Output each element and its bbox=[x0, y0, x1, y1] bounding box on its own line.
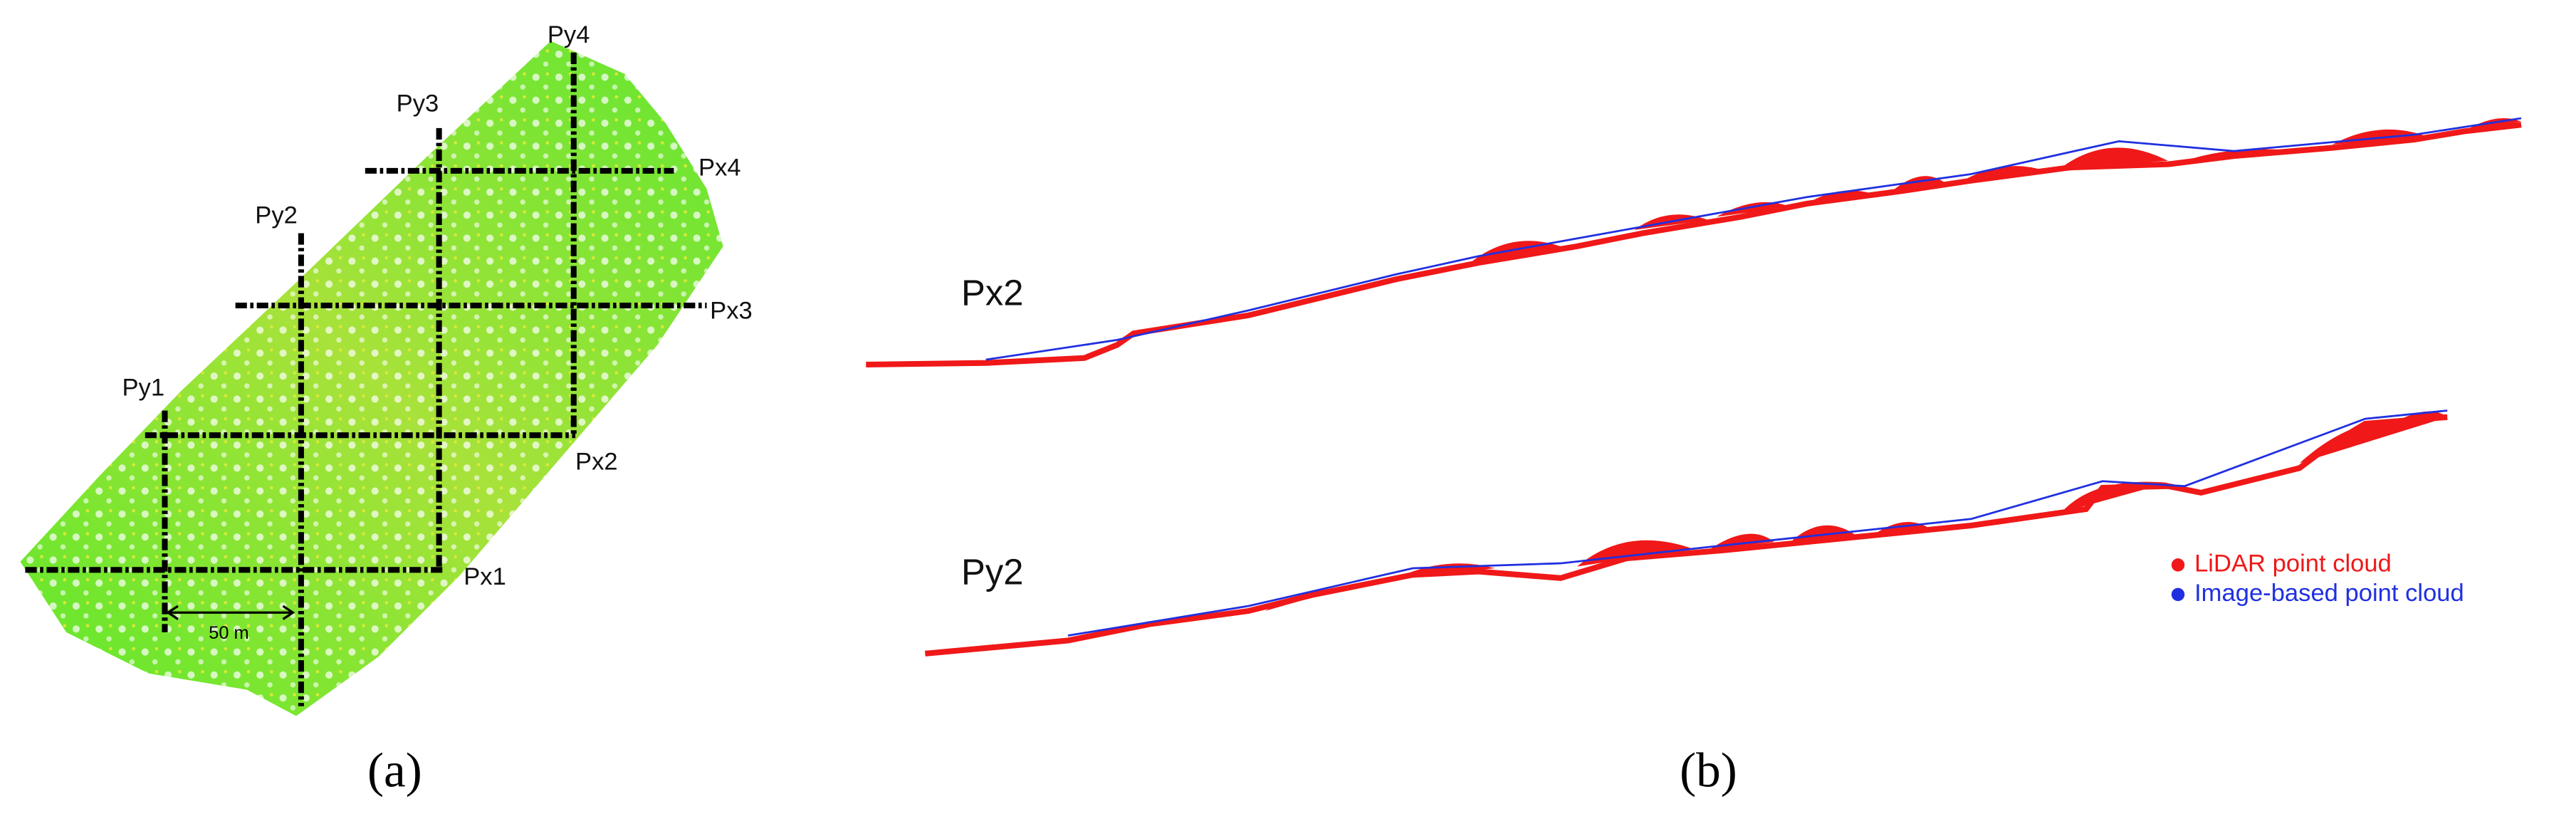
profile-label: Py1 bbox=[122, 375, 165, 402]
arrow-head bbox=[282, 605, 295, 620]
profile-label: Px2 bbox=[575, 449, 618, 476]
image-surface bbox=[1067, 409, 2448, 637]
profile-label: Py3 bbox=[397, 90, 439, 117]
profile-lines bbox=[25, 52, 707, 706]
scale-label: 50 m bbox=[209, 623, 248, 643]
profile-label: Py2 bbox=[255, 202, 298, 229]
lidar-ground bbox=[924, 414, 2448, 657]
image-profile bbox=[985, 117, 2522, 637]
legend-marker bbox=[2171, 587, 2185, 602]
legend-label: Image-based point cloud bbox=[2194, 580, 2464, 607]
scale-bar bbox=[166, 605, 295, 620]
legend-marker bbox=[2171, 558, 2185, 572]
caption: (a) bbox=[367, 742, 422, 797]
arrow-head bbox=[166, 605, 179, 620]
lidar-canopy bbox=[1470, 118, 2522, 263]
panel-a: Px1 Px2 Px3 Px4 Py1 Py2 Py3 Py4 50 m (a) bbox=[20, 21, 753, 797]
lidar-ground bbox=[866, 122, 2522, 368]
profile-label: Px4 bbox=[698, 155, 741, 182]
point-cloud-texture bbox=[20, 41, 723, 716]
legend: LiDAR point cloud Image-based point clou… bbox=[2171, 550, 2464, 607]
profile-title: Py2 bbox=[961, 552, 1023, 592]
image-surface bbox=[985, 117, 2522, 361]
caption: (b) bbox=[1680, 742, 1737, 797]
profile-title: Px2 bbox=[961, 273, 1023, 313]
profile-label: Px1 bbox=[464, 563, 506, 590]
profile-label: Py4 bbox=[548, 21, 590, 48]
profile-label: Px3 bbox=[710, 297, 753, 324]
panel-b: Px2 Py2 LiDAR point cloud Image-based po… bbox=[866, 117, 2522, 797]
legend-label: LiDAR point cloud bbox=[2194, 550, 2392, 577]
lidar-profile bbox=[866, 118, 2522, 657]
